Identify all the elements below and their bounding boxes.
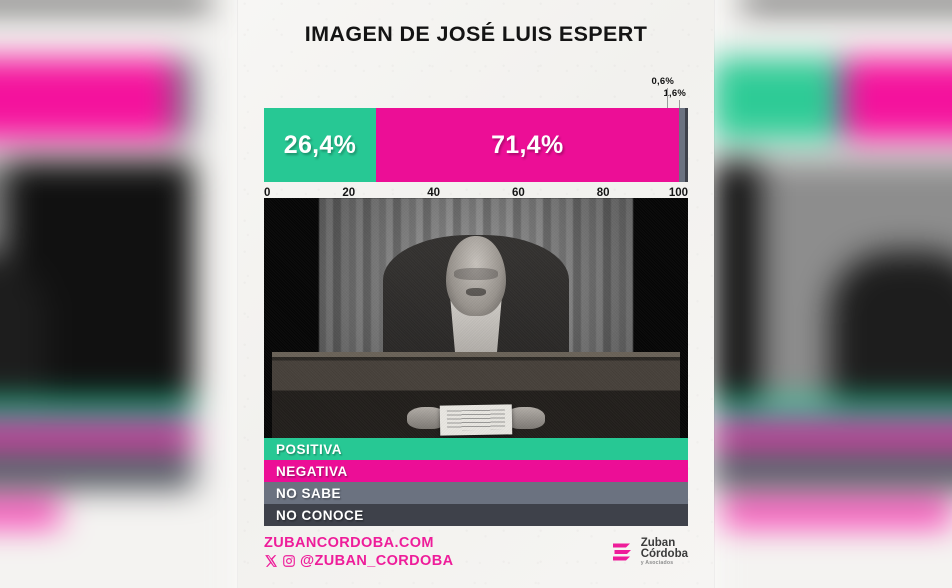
poster-card: IMAGEN DE JOSÉ LUIS ESPERT 1,6% 0,6% 26,4… [238,0,714,588]
legend-item-label: NEGATIVA [276,463,348,479]
chart-x-axis: 0 20 40 60 80 100 [264,185,688,207]
callout-no-sabe: 1,6% [664,88,686,108]
bar-segment-positiva: 26,4% [264,108,376,182]
legend-item-label: POSITIVA [276,441,343,457]
zuban-logo-icon [612,543,631,561]
photo-paper-sheet [439,403,513,436]
footer: ZUBANCORDOBA.COM @ZUBAN_CORDOBA [264,530,688,574]
legend-item-label: NO SABE [276,485,342,501]
logo-line-1: Zuban [640,536,676,549]
x-axis-tick: 80 [596,187,610,199]
page-title: IMAGEN DE JOSÉ LUIS ESPERT [304,22,648,46]
footer-handle[interactable]: @ZUBAN_CORDOBA [300,553,454,569]
blurred-backdrop-left [0,0,240,588]
brand-logo: Zuban Córdoba y Asociados [609,536,688,567]
portrait-photo [264,198,688,438]
x-axis-tick: 40 [427,187,440,199]
photo-hand-right [505,407,546,430]
logo-line-2: Córdoba [640,548,688,561]
instagram-icon[interactable] [282,554,296,568]
x-axis-tick: 60 [511,187,525,199]
legend-item-positiva[interactable]: POSITIVA [264,438,688,460]
footer-website[interactable]: ZUBANCORDOBA.COM [264,535,434,551]
bar-segment-value: 26,4% [283,130,357,159]
legend-item-no-sabe[interactable]: NO SABE [264,482,688,504]
logo-line-3: y Asociados [640,560,674,567]
legend-item-label: NO CONOCE [276,507,364,523]
legend-item-negativa[interactable]: NEGATIVA [264,460,688,482]
bar-segment-no-sabe: 1,6% [678,108,686,182]
footer-contact: ZUBANCORDOBA.COM @ZUBAN_CORDOBA [264,535,453,569]
x-axis-tick: 0 [264,187,271,199]
chart-bar: 26,4% 71,4% 1,6%0,6% [264,108,688,182]
callout-no-conoce: 0,6% [652,76,674,108]
small-value-callouts: 1,6% 0,6% [264,76,688,108]
bar-segment-negativa: 71,4% [375,108,679,182]
chart-legend: POSITIVA NEGATIVA NO SABE NO CONOCE [264,438,688,526]
photo-desk [272,351,680,438]
blurred-backdrop-right [712,0,952,588]
photo-head [446,236,506,317]
x-twitter-icon[interactable] [264,554,278,568]
x-axis-tick: 20 [342,187,356,199]
bar-segment-value: 71,4% [491,130,564,159]
photo-hand-left [406,407,447,430]
bar-segment-no-conoce: 0,6% [685,108,688,182]
legend-item-no-conoce[interactable]: NO CONOCE [264,504,688,526]
x-axis-tick: 100 [668,187,688,199]
footer-social-row: @ZUBAN_CORDOBA [264,553,453,569]
